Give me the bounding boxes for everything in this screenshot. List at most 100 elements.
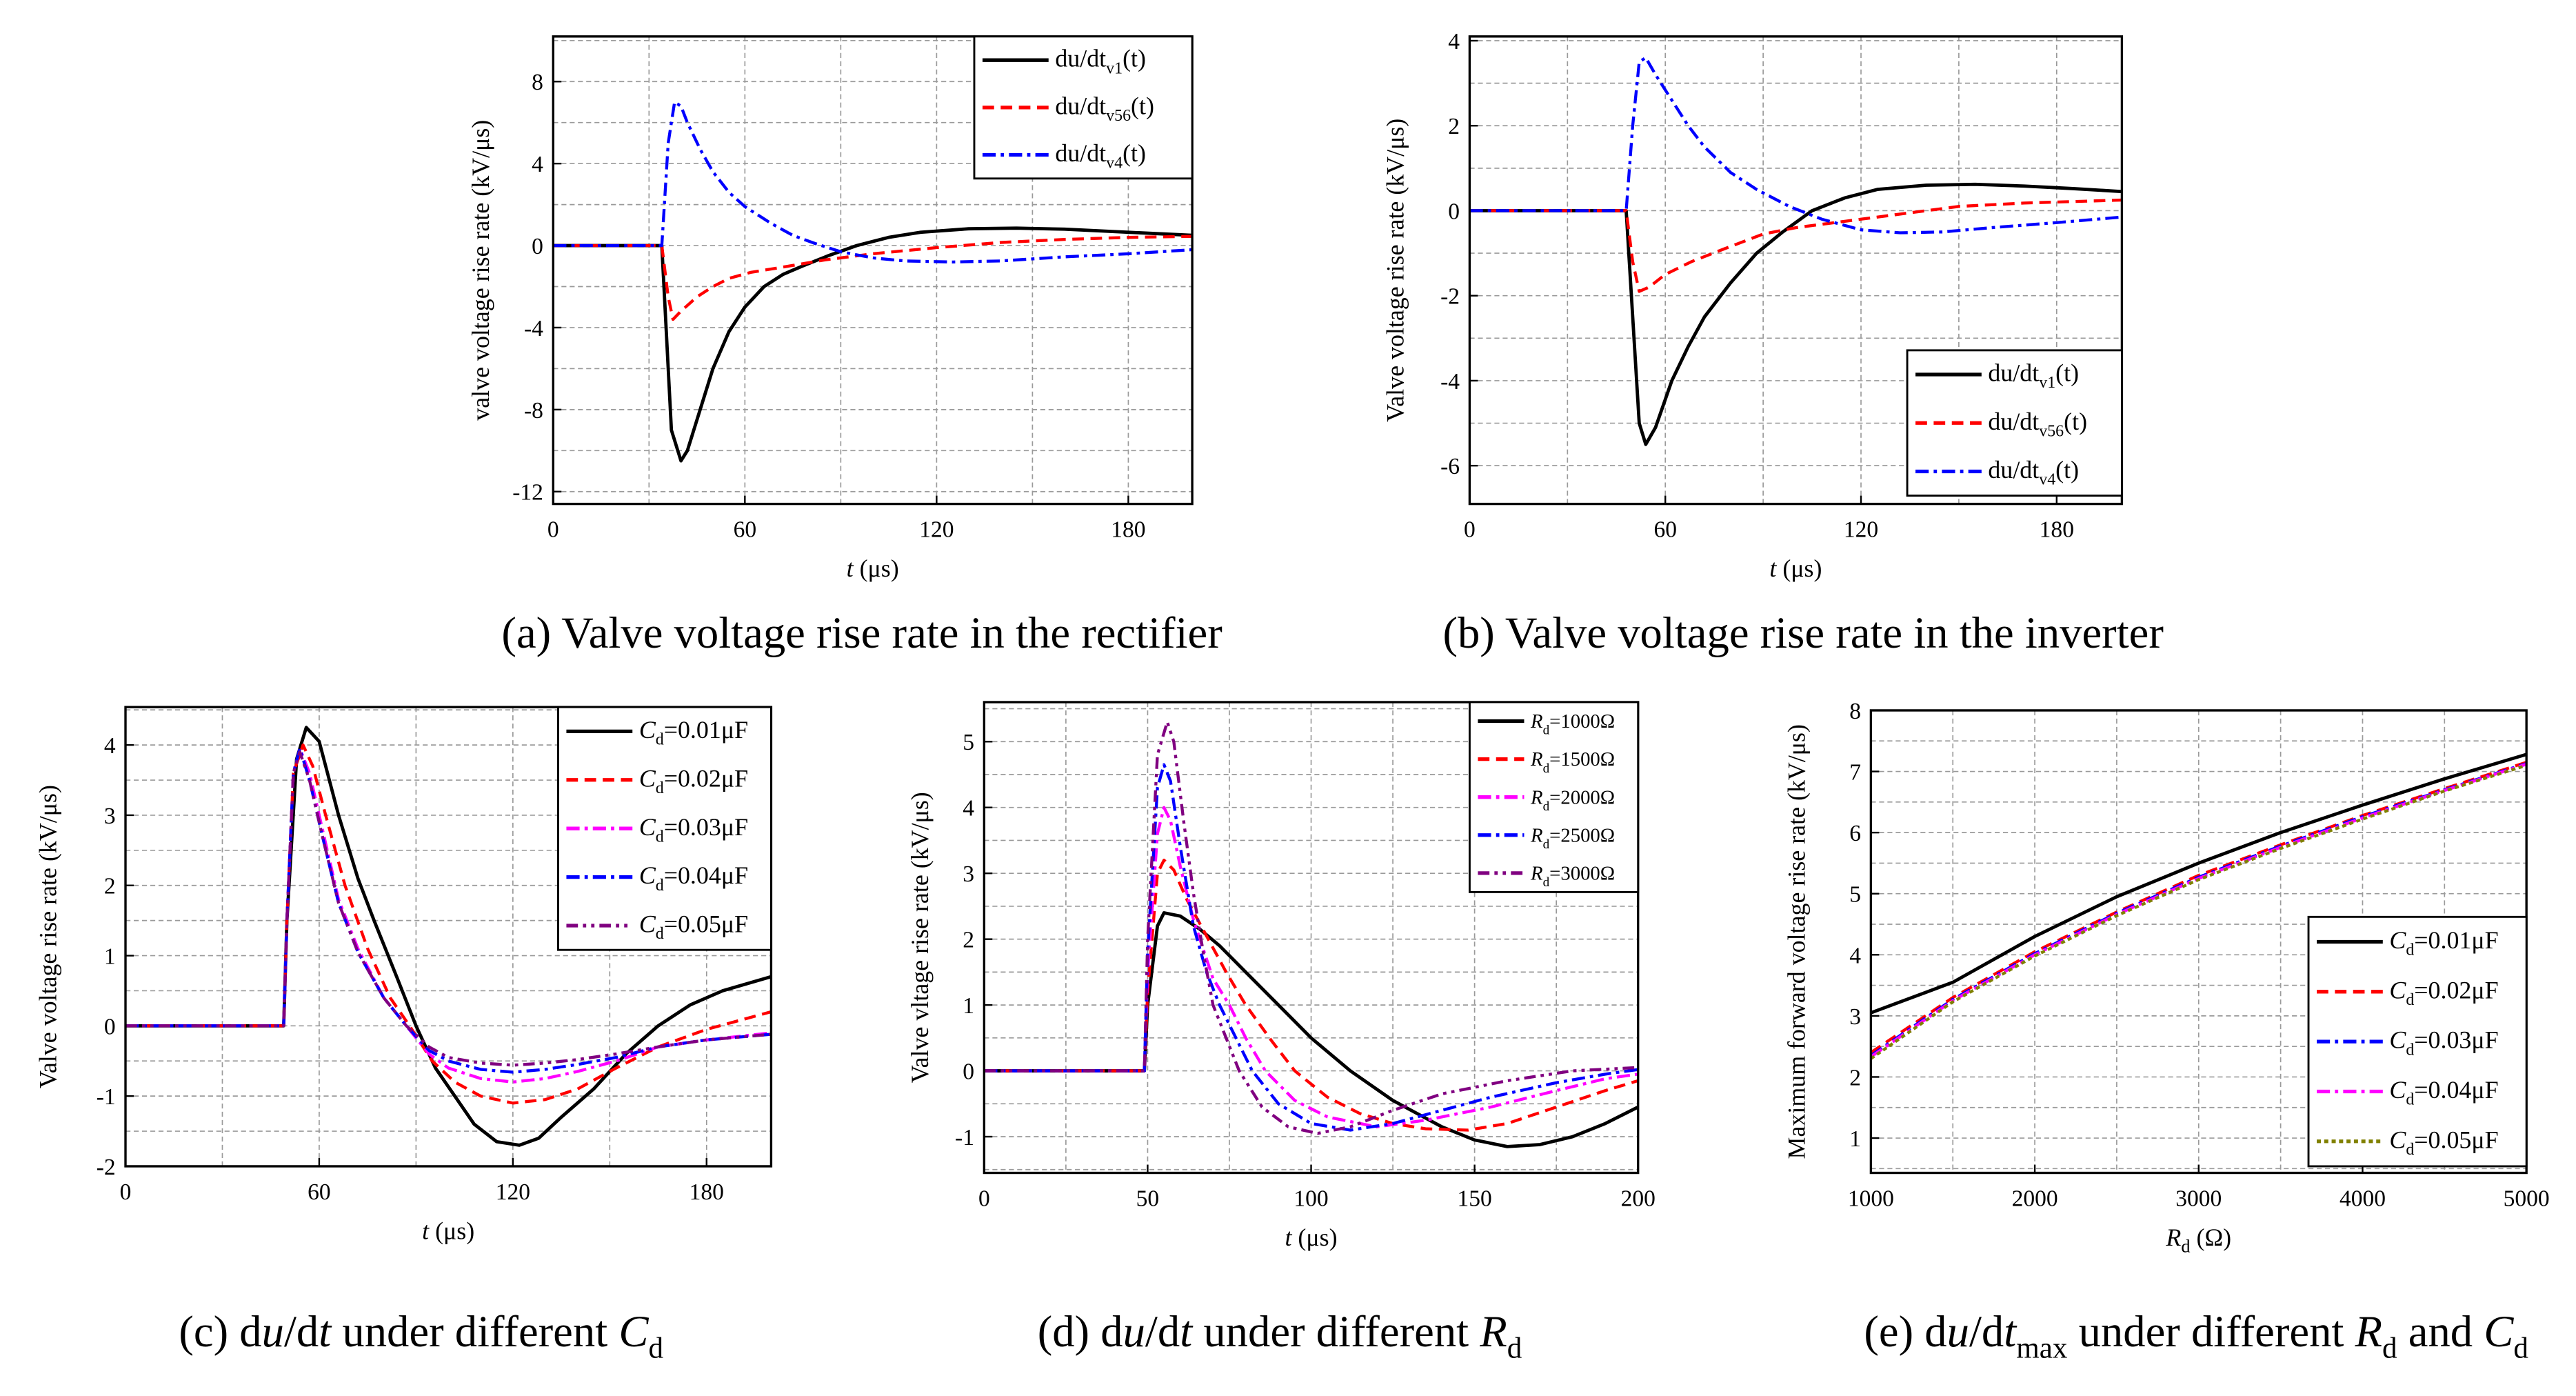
y-tick-label: -2 — [97, 1155, 116, 1180]
caption-part: /d — [1145, 1306, 1180, 1356]
legend-sub: d — [1543, 724, 1550, 738]
legend: du/dtv1(t)du/dtv56(t)du/dtv4(t) — [973, 35, 1194, 180]
caption-part: d — [2382, 1333, 2397, 1365]
series-line-4 — [1871, 764, 2527, 1060]
legend: Cd=0.01μFCd=0.02μFCd=0.03μFCd=0.04μFCd=0… — [2307, 915, 2528, 1168]
x-axis-label-unit: (μs) — [854, 555, 899, 582]
legend-suffix: =2500Ω — [1549, 824, 1615, 846]
legend-main: C — [2389, 926, 2406, 954]
legend-suffix: =3000Ω — [1549, 862, 1615, 884]
series-line-0 — [1469, 182, 2122, 446]
legend-entry: Cd=0.05μF — [639, 910, 748, 944]
series-line-1 — [984, 858, 1638, 1132]
x-tick-label: 4000 — [2339, 1186, 2386, 1211]
legend-main: du/dt — [1055, 45, 1106, 72]
caption-part: R — [2355, 1306, 2383, 1356]
x-axis-label: t (μs) — [847, 555, 899, 582]
series-line-2 — [125, 747, 772, 1084]
y-tick-label: 8 — [532, 70, 543, 95]
caption-c: (c) du/dt under different Cd — [179, 1306, 663, 1365]
legend-suffix: =0.05μF — [2414, 1126, 2498, 1153]
x-tick-label: 2000 — [2012, 1186, 2058, 1211]
legend-suffix: (t) — [1123, 45, 1146, 72]
legend-suffix: =2000Ω — [1549, 786, 1615, 808]
series-line-2 — [984, 806, 1638, 1128]
legend-entry: Rd=1000Ω — [1530, 710, 1615, 738]
caption-part: /d — [284, 1306, 319, 1356]
legend-sub: v56 — [2039, 422, 2064, 440]
legend-suffix: =0.01μF — [2414, 926, 2498, 954]
x-tick-label: 5000 — [2504, 1186, 2550, 1211]
x-tick-label: 3000 — [2175, 1186, 2222, 1211]
x-tick-label: 60 — [734, 517, 757, 543]
legend-entry: Cd=0.01μF — [639, 716, 748, 749]
y-tick-label: -6 — [1440, 454, 1460, 479]
y-tick-label: -12 — [512, 480, 543, 506]
legend-main: C — [639, 861, 656, 889]
x-tick-label: 50 — [1136, 1186, 1160, 1211]
caption-part: d — [648, 1333, 663, 1365]
legend-entry: Cd=0.03μF — [2389, 1026, 2498, 1059]
x-axis-label-unit: (μs) — [429, 1217, 474, 1244]
y-tick-label: 1 — [104, 944, 116, 970]
legend-entry: Cd=0.04μF — [2389, 1076, 2498, 1109]
y-tick-label: 2 — [1849, 1065, 1861, 1090]
legend-sub: d — [1543, 799, 1550, 814]
x-axis-label-var: t — [1769, 555, 1777, 582]
caption-e: (e) du/dtmax under different Rd and Cd — [1864, 1306, 2528, 1365]
series-line-4 — [125, 750, 772, 1067]
x-axis-label: t (μs) — [1769, 555, 1822, 582]
y-tick-label: 8 — [1849, 699, 1861, 724]
legend-suffix: =0.01μF — [664, 716, 748, 744]
series-line-0 — [125, 726, 772, 1147]
legend-main: R — [1530, 710, 1543, 732]
legend-suffix: (t) — [2064, 408, 2087, 435]
caption-part: max — [2016, 1333, 2068, 1365]
legend-sub: d — [2406, 941, 2414, 959]
legend-main: C — [639, 813, 656, 841]
chart-a: 0 60 120 180 -12 -8 -4 0 4 8 t (μs) valve voltage r… — [467, 35, 1222, 657]
y-tick-label: 3 — [963, 861, 974, 887]
x-tick-label: 60 — [1653, 517, 1677, 543]
legend-main: R — [1530, 786, 1543, 808]
legend-sub: d — [1543, 875, 1550, 890]
legend-main: C — [2389, 1126, 2406, 1153]
caption-part: /d — [1969, 1306, 2004, 1356]
series-line-3 — [984, 763, 1638, 1132]
legend: Cd=0.01μFCd=0.02μFCd=0.03μFCd=0.04μFCd=0… — [557, 706, 772, 951]
legend-main: C — [639, 716, 656, 744]
caption-part: (d) d — [1038, 1306, 1123, 1356]
caption-part: under different — [331, 1306, 618, 1356]
legend-main: du/dt — [1988, 456, 2039, 483]
x-axis-label-unit: (Ω) — [2191, 1224, 2232, 1251]
plot-frame — [983, 701, 1640, 1175]
legend-main: du/dt — [1055, 139, 1106, 167]
caption-part: and — [2397, 1306, 2484, 1356]
plot-frame — [1468, 35, 2124, 506]
series-line-2 — [1469, 56, 2122, 235]
legend-sub: d — [2406, 1091, 2414, 1109]
caption-part: t — [1180, 1306, 1194, 1356]
caption-part: u — [262, 1306, 284, 1356]
x-tick-label: 120 — [496, 1179, 530, 1205]
x-tick-label: 180 — [2040, 517, 2074, 543]
legend-suffix: =0.04μF — [2414, 1076, 2498, 1104]
y-tick-label: 2 — [963, 928, 974, 953]
legend-sub: d — [656, 828, 664, 846]
x-axis-label-var: R — [2165, 1224, 2181, 1251]
legend-sub: v56 — [1106, 107, 1131, 125]
y-tick-label: 7 — [1849, 760, 1861, 786]
y-tick-label: -1 — [97, 1084, 116, 1110]
caption-d: (d) du/dt under different Rd — [1038, 1306, 1522, 1365]
legend-sub: d — [656, 925, 664, 943]
x-axis-label-var: t — [847, 555, 854, 582]
legend-main: du/dt — [1988, 408, 2039, 435]
y-tick-label: -2 — [1440, 284, 1460, 310]
legend-entry: du/dtv4(t) — [1055, 139, 1146, 172]
series-line-1 — [553, 235, 1193, 321]
chart-b: 0 60 120 180 -6 -4 -2 0 2 4 t (μs) Valve voltage ri… — [1382, 29, 2164, 657]
legend-entry: Rd=3000Ω — [1530, 862, 1615, 890]
legend-sub: d — [1543, 837, 1550, 852]
series-line-0 — [553, 226, 1193, 463]
legend-entry: Cd=0.03μF — [639, 813, 748, 846]
